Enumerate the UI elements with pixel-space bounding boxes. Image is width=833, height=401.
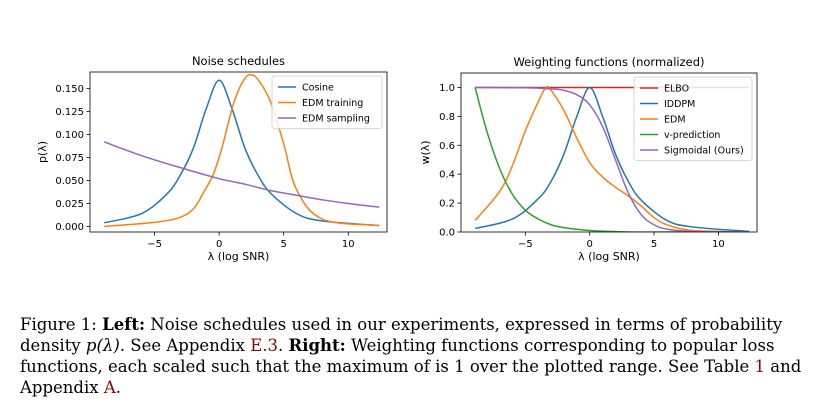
y-tick-label: 0.100 bbox=[55, 130, 84, 141]
y-tick-label: 0.0 bbox=[439, 228, 455, 239]
chart-weighting-functions: Weighting functions (normalized) −5 0 5 10 0.… bbox=[419, 55, 758, 263]
legend-label-iddpm: IDDPM bbox=[664, 99, 695, 110]
y-tick-label: 0.025 bbox=[55, 199, 84, 210]
caption-right-label: Right: bbox=[288, 336, 346, 355]
caption-fig-label: Figure 1: bbox=[20, 315, 103, 334]
series-line-sigmoidal-ours bbox=[475, 86, 750, 232]
legend-label-cosine: Cosine bbox=[302, 83, 334, 94]
legend-box bbox=[633, 76, 753, 161]
legend-label-sigmoidal-ours: Sigmoidal (Ours) bbox=[664, 146, 744, 157]
caption-after-e3: . bbox=[278, 336, 289, 355]
series-line-cosine bbox=[104, 79, 380, 227]
x-tick-label: −5 bbox=[147, 239, 162, 250]
series-line-v-prediction bbox=[474, 87, 750, 232]
chart-noise-schedules: Noise schedules −5 0 5 10 0.000 0.025 0.050 0.07… bbox=[36, 54, 388, 263]
chart-title: Noise schedules bbox=[192, 54, 285, 68]
x-tick-label: 10 bbox=[342, 239, 355, 250]
y-tick-label: 0.125 bbox=[55, 107, 84, 118]
caption-ref-appendix-a[interactable]: A bbox=[103, 378, 116, 397]
legend-box bbox=[271, 75, 383, 129]
y-tick-label: 0.6 bbox=[439, 141, 455, 152]
y-tick-label: 0.8 bbox=[439, 112, 455, 123]
caption-after-math: . See Appendix bbox=[119, 336, 251, 355]
x-tick-label: 0 bbox=[587, 239, 593, 250]
y-tick-label: 0.150 bbox=[55, 84, 84, 95]
x-tick-label: 10 bbox=[712, 239, 725, 250]
y-axis-label: w(λ) bbox=[419, 140, 432, 164]
caption-math-p: p(λ) bbox=[85, 336, 120, 355]
series-lines bbox=[103, 74, 380, 228]
figure-caption: Figure 1: Left: Noise schedules used in … bbox=[20, 314, 820, 398]
y-tick-label: 0.2 bbox=[439, 199, 455, 210]
series-line-edm bbox=[474, 85, 750, 232]
legend-label-elbo: ELBO bbox=[664, 84, 689, 95]
y-tick-label: 0.4 bbox=[439, 170, 455, 181]
caption-end: . bbox=[115, 378, 121, 397]
x-tick-label: −5 bbox=[518, 239, 533, 250]
legend-label-edm: EDM bbox=[664, 115, 686, 126]
legend: Cosine EDM training EDM sampling bbox=[271, 75, 383, 129]
x-tick-label: 5 bbox=[281, 239, 287, 250]
series-line-iddpm bbox=[474, 86, 750, 232]
axes-frame bbox=[460, 72, 758, 233]
axes-frame bbox=[89, 71, 388, 233]
legend-label-edm-training: EDM training bbox=[302, 98, 363, 109]
y-axis-label: p(λ) bbox=[36, 141, 49, 163]
legend: ELBO IDDPM EDM v-prediction Sigmoidal (Ours) bbox=[633, 76, 753, 161]
y-tick-label: 1.0 bbox=[439, 83, 455, 94]
x-axis-label: λ (log SNR) bbox=[208, 250, 270, 263]
x-tick-label: 0 bbox=[216, 239, 222, 250]
y-tick-label: 0.000 bbox=[55, 222, 84, 233]
y-tick-label: 0.075 bbox=[55, 153, 84, 164]
caption-and-appendix: and Appendix bbox=[20, 357, 802, 397]
caption-right-text: Weighting functions corresponding to pop… bbox=[20, 336, 775, 376]
caption-ref-table[interactable]: 1 bbox=[754, 357, 766, 376]
caption-left-label: Left: bbox=[102, 315, 146, 334]
y-tick-label: 0.050 bbox=[55, 176, 84, 187]
caption-ref-appendix-e3[interactable]: E.3 bbox=[250, 336, 278, 355]
x-axis-label: λ (log SNR) bbox=[578, 250, 640, 263]
chart-title: Weighting functions (normalized) bbox=[513, 55, 704, 69]
legend-label-v-prediction: v-prediction bbox=[664, 130, 720, 141]
legend-label-edm-sampling: EDM sampling bbox=[302, 114, 370, 125]
x-tick-label: 5 bbox=[651, 239, 657, 250]
series-line-edm-sampling bbox=[103, 141, 380, 208]
series-line-edm-training bbox=[104, 74, 380, 228]
caption-left-text: Noise schedules used in our experiments,… bbox=[20, 315, 783, 355]
